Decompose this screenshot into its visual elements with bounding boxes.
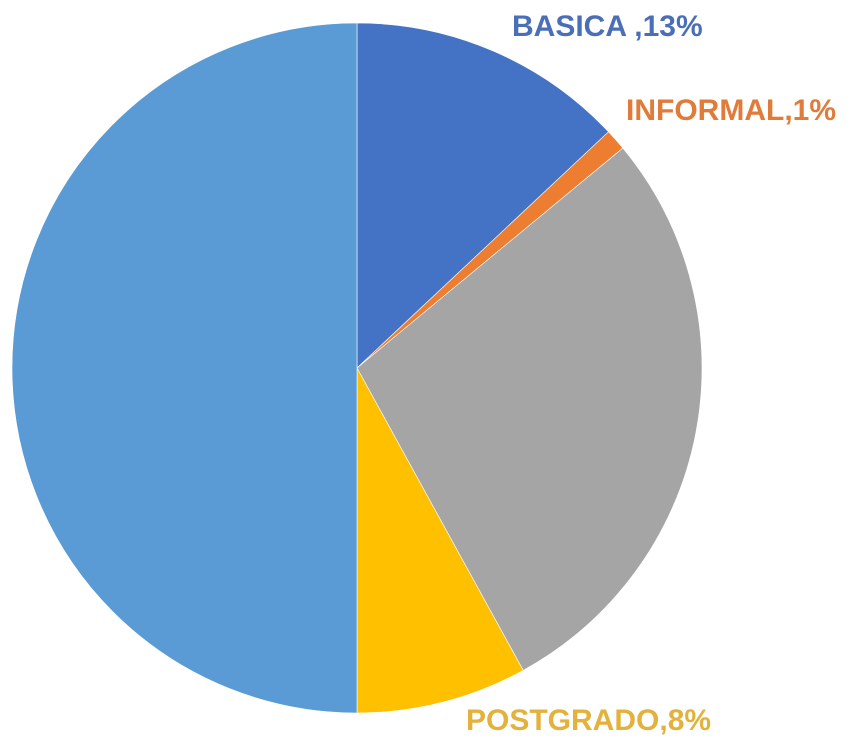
category-name: INFORMAL (626, 94, 784, 127)
pie-slice (356, 22, 609, 369)
category-name: POSTGRADO (466, 704, 659, 737)
slice-label: POSTGRADO,8% (466, 704, 711, 737)
category-name: BASICA (512, 10, 634, 43)
pie-slice (11, 22, 358, 714)
pie-slice (356, 367, 524, 714)
slice-label: BASICA ,13% (512, 10, 703, 43)
value-label: ,13% (634, 10, 702, 43)
value-label: ,8% (659, 704, 711, 737)
pie-slice (356, 147, 703, 671)
slice-label: INFORMAL,1% (626, 94, 836, 127)
value-label: ,1% (784, 94, 836, 127)
